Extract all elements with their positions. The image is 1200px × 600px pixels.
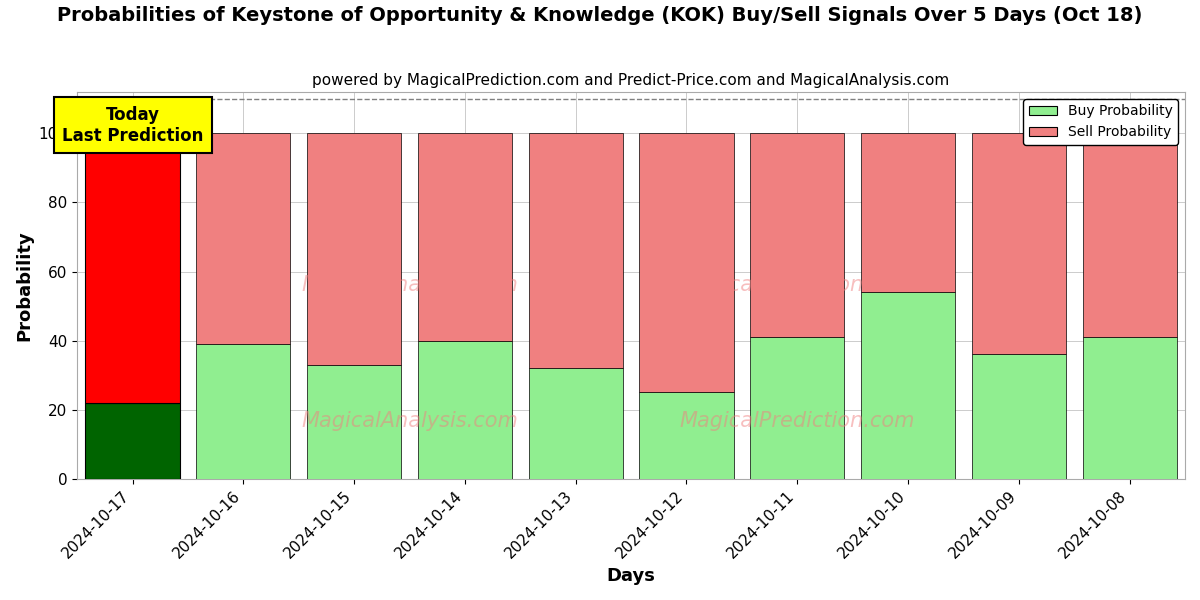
- Bar: [197, 344, 290, 479]
- Bar: [972, 355, 1066, 479]
- Text: MagicalAnalysis.com: MagicalAnalysis.com: [301, 275, 518, 295]
- Text: MagicalPrediction.com: MagicalPrediction.com: [679, 411, 916, 431]
- Text: MagicalAnalysis.com: MagicalAnalysis.com: [301, 411, 518, 431]
- Bar: [750, 133, 845, 337]
- Text: Probabilities of Keystone of Opportunity & Knowledge (KOK) Buy/Sell Signals Over: Probabilities of Keystone of Opportunity…: [58, 6, 1142, 25]
- Bar: [640, 133, 733, 392]
- Text: MagicalPrediction.com: MagicalPrediction.com: [679, 275, 916, 295]
- Bar: [529, 133, 623, 368]
- Bar: [640, 392, 733, 479]
- Bar: [85, 403, 180, 479]
- Title: powered by MagicalPrediction.com and Predict-Price.com and MagicalAnalysis.com: powered by MagicalPrediction.com and Pre…: [312, 73, 949, 88]
- Bar: [529, 368, 623, 479]
- Bar: [860, 292, 955, 479]
- Bar: [418, 341, 512, 479]
- Text: Today
Last Prediction: Today Last Prediction: [62, 106, 203, 145]
- Y-axis label: Probability: Probability: [14, 230, 32, 341]
- Bar: [197, 133, 290, 344]
- Bar: [1082, 133, 1177, 337]
- Bar: [750, 337, 845, 479]
- Bar: [307, 133, 401, 365]
- Bar: [307, 365, 401, 479]
- Bar: [418, 133, 512, 341]
- Bar: [1082, 337, 1177, 479]
- Bar: [860, 133, 955, 292]
- Bar: [972, 133, 1066, 355]
- Legend: Buy Probability, Sell Probability: Buy Probability, Sell Probability: [1024, 99, 1178, 145]
- Bar: [85, 133, 180, 403]
- X-axis label: Days: Days: [607, 567, 655, 585]
